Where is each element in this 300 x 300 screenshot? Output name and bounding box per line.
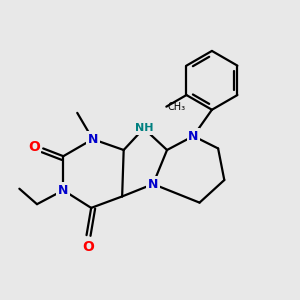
- Text: CH₃: CH₃: [168, 102, 186, 112]
- Text: O: O: [28, 140, 40, 154]
- Text: N: N: [88, 133, 98, 146]
- Text: N: N: [58, 184, 68, 197]
- Text: O: O: [82, 240, 94, 254]
- Text: N: N: [188, 130, 199, 142]
- Text: N: N: [148, 178, 158, 190]
- Text: NH: NH: [135, 123, 153, 133]
